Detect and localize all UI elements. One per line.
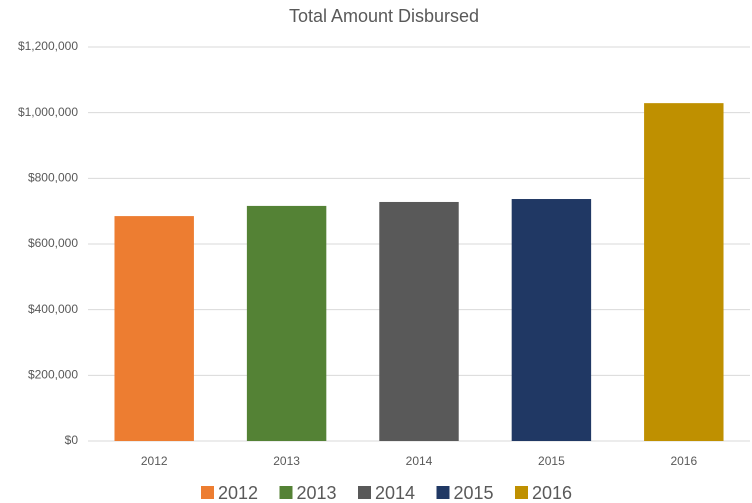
legend-swatch bbox=[515, 486, 528, 499]
y-tick-label: $1,000,000 bbox=[18, 105, 78, 119]
x-tick-label: 2016 bbox=[670, 454, 697, 468]
y-tick-label: $400,000 bbox=[28, 302, 78, 316]
legend-swatch bbox=[436, 486, 450, 499]
y-tick-label: $600,000 bbox=[28, 236, 78, 250]
x-tick-label: 2015 bbox=[538, 454, 565, 468]
legend-label: 2014 bbox=[375, 483, 415, 503]
legend-label: 2016 bbox=[532, 483, 572, 503]
x-tick-label: 2014 bbox=[406, 454, 433, 468]
chart-title: Total Amount Disbursed bbox=[289, 6, 479, 26]
y-tick-label: $0 bbox=[65, 433, 79, 447]
legend-swatch bbox=[279, 486, 293, 499]
bar bbox=[644, 103, 724, 442]
bar bbox=[114, 216, 194, 441]
y-tick-label: $200,000 bbox=[28, 368, 78, 382]
x-tick-label: 2012 bbox=[141, 454, 168, 468]
legend-label: 2012 bbox=[218, 483, 258, 503]
x-tick-label: 2013 bbox=[273, 454, 300, 468]
bar bbox=[379, 201, 459, 441]
y-tick-label: $1,200,000 bbox=[18, 39, 78, 53]
legend-label: 2015 bbox=[454, 483, 494, 503]
bar bbox=[511, 199, 592, 441]
bar bbox=[246, 205, 327, 441]
legend-swatch bbox=[201, 486, 214, 499]
legend-swatch bbox=[358, 486, 371, 499]
y-tick-label: $800,000 bbox=[28, 171, 78, 185]
legend-label: 2013 bbox=[297, 483, 337, 503]
